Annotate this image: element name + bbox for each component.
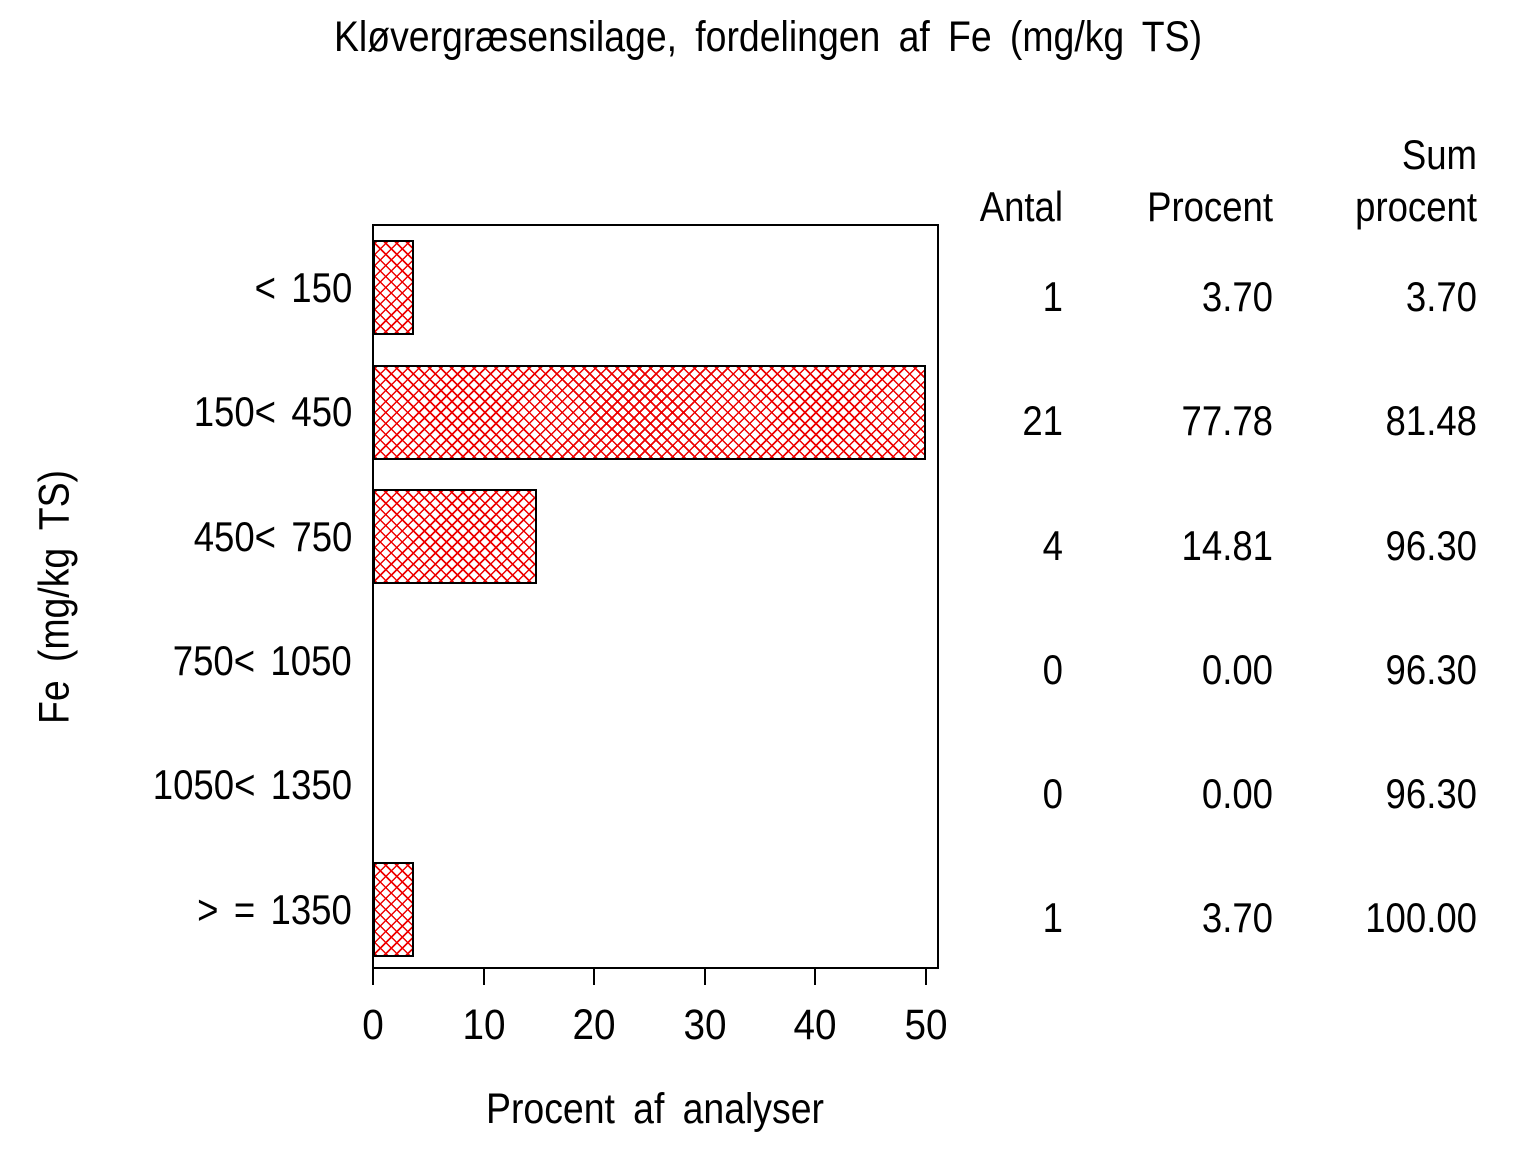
category-label-450-750: 450< 750: [193, 513, 352, 560]
table-cell-antal-5: 1: [1042, 894, 1063, 941]
category-label-lt-150: < 150: [254, 264, 352, 311]
bar-lt-150: [373, 240, 414, 335]
bar-gte-1350: [373, 862, 414, 957]
category-label-gte-1350: > = 1350: [197, 886, 352, 933]
table-cell-antal-4: 0: [1042, 770, 1063, 817]
table-cell-antal-2: 4: [1042, 522, 1063, 569]
plot-area-frame: [372, 224, 939, 969]
table-cell-procent-2: 14.81: [1181, 522, 1273, 569]
x-tick-label-20: 20: [572, 1001, 616, 1049]
category-label-750-1050: 750< 1050: [173, 637, 352, 684]
table-header-procent: Procent: [1147, 183, 1273, 230]
y-axis-title: Fe (mg/kg TS): [30, 469, 79, 725]
table-cell-procent-3: 0.00: [1201, 646, 1273, 693]
table-cell-sum-2: 96.30: [1385, 522, 1477, 569]
table-cell-procent-5: 3.70: [1201, 894, 1273, 941]
x-tick-mark-10: [483, 969, 485, 985]
table-cell-procent-0: 3.70: [1201, 273, 1273, 320]
x-tick-label-50: 50: [904, 1001, 948, 1049]
table-cell-sum-1: 81.48: [1385, 397, 1477, 444]
category-label-150-450: 150< 450: [193, 388, 352, 435]
table-header-antal: Antal: [979, 183, 1063, 230]
table-cell-antal-0: 1: [1042, 273, 1063, 320]
category-label-1050-1350: 1050< 1350: [152, 761, 352, 808]
x-tick-mark-30: [704, 969, 706, 985]
table-header-sum-line2: procent: [1355, 183, 1477, 230]
table-cell-sum-4: 96.30: [1385, 770, 1477, 817]
bar-150-450: [373, 365, 926, 460]
table-cell-procent-4: 0.00: [1201, 770, 1273, 817]
x-tick-label-0: 0: [362, 1001, 384, 1049]
table-cell-sum-3: 96.30: [1385, 646, 1477, 693]
table-cell-antal-1: 21: [1022, 397, 1063, 444]
x-tick-label-30: 30: [683, 1001, 727, 1049]
table-header-sum-line1: Sum: [1401, 131, 1477, 178]
table-cell-antal-3: 0: [1042, 646, 1063, 693]
table-cell-sum-0: 3.70: [1405, 273, 1477, 320]
chart-title: Kløvergræsensilage, fordelingen af Fe (m…: [333, 13, 1203, 61]
x-tick-mark-50: [925, 969, 927, 985]
table-cell-procent-1: 77.78: [1181, 397, 1273, 444]
x-tick-label-40: 40: [793, 1001, 837, 1049]
x-tick-label-10: 10: [462, 1001, 506, 1049]
x-axis-title: Procent af analyser: [486, 1085, 824, 1133]
x-tick-mark-40: [814, 969, 816, 985]
bar-450-750: [373, 489, 537, 584]
x-tick-mark-20: [593, 969, 595, 985]
table-cell-sum-5: 100.00: [1365, 894, 1477, 941]
x-tick-mark-0: [372, 969, 374, 985]
